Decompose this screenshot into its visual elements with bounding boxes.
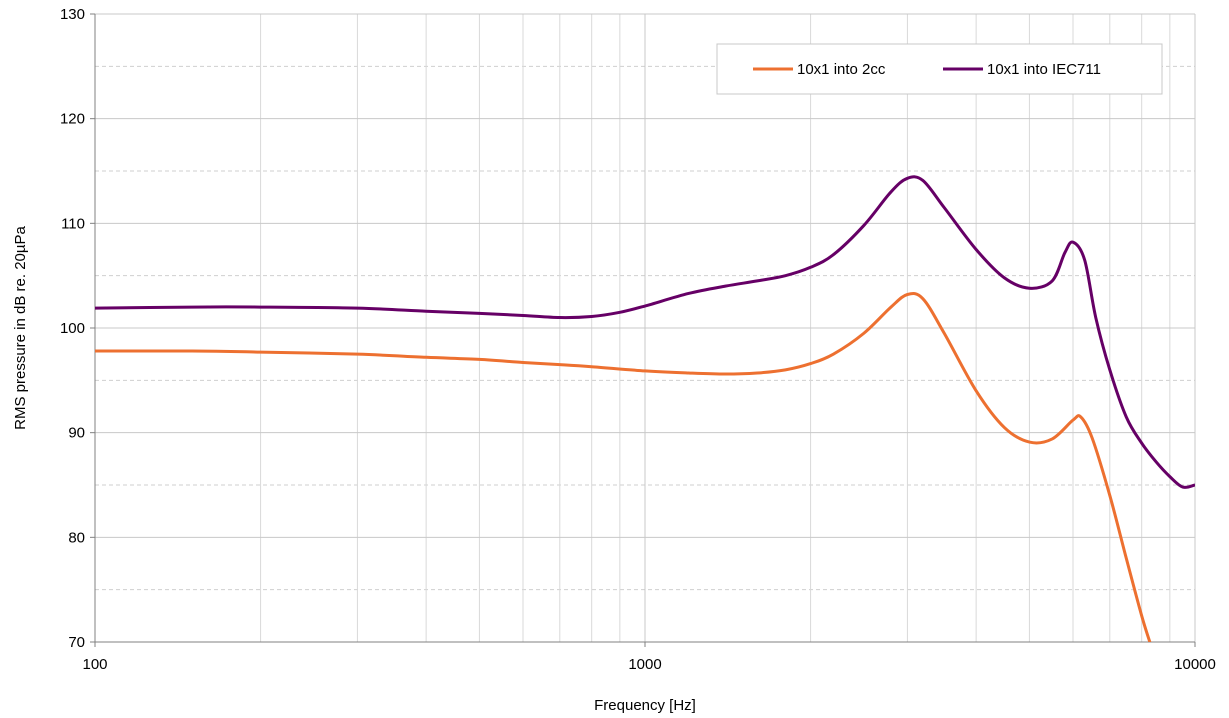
y-tick-label: 120	[60, 111, 85, 128]
legend-label-iec711: 10x1 into IEC711	[987, 61, 1101, 78]
y-tick-label: 80	[68, 529, 85, 546]
x-tick-label: 1000	[628, 656, 661, 673]
y-axis-title: RMS pressure in dB re. 20µPa	[12, 225, 29, 429]
x-tick-label: 10000	[1174, 656, 1216, 673]
legend: 10x1 into 2cc 10x1 into IEC711	[716, 43, 1163, 95]
series-line-0	[95, 292, 1152, 642]
y-tick-label: 110	[61, 215, 85, 232]
y-tick-label: 70	[68, 634, 85, 651]
y-tick-label: 90	[68, 425, 85, 442]
x-ticks: 100 1000 10000	[82, 642, 1216, 673]
legend-label-2cc: 10x1 into 2cc	[797, 61, 886, 78]
series-lines	[95, 175, 1195, 642]
y-ticks: 70 80 90 100 110 120 130	[60, 6, 95, 651]
x-axis-title: Frequency [Hz]	[594, 697, 696, 714]
y-tick-label: 100	[60, 320, 85, 337]
x-tick-label: 100	[82, 656, 107, 673]
series-line-1	[95, 175, 1195, 489]
y-tick-label: 130	[60, 6, 85, 23]
